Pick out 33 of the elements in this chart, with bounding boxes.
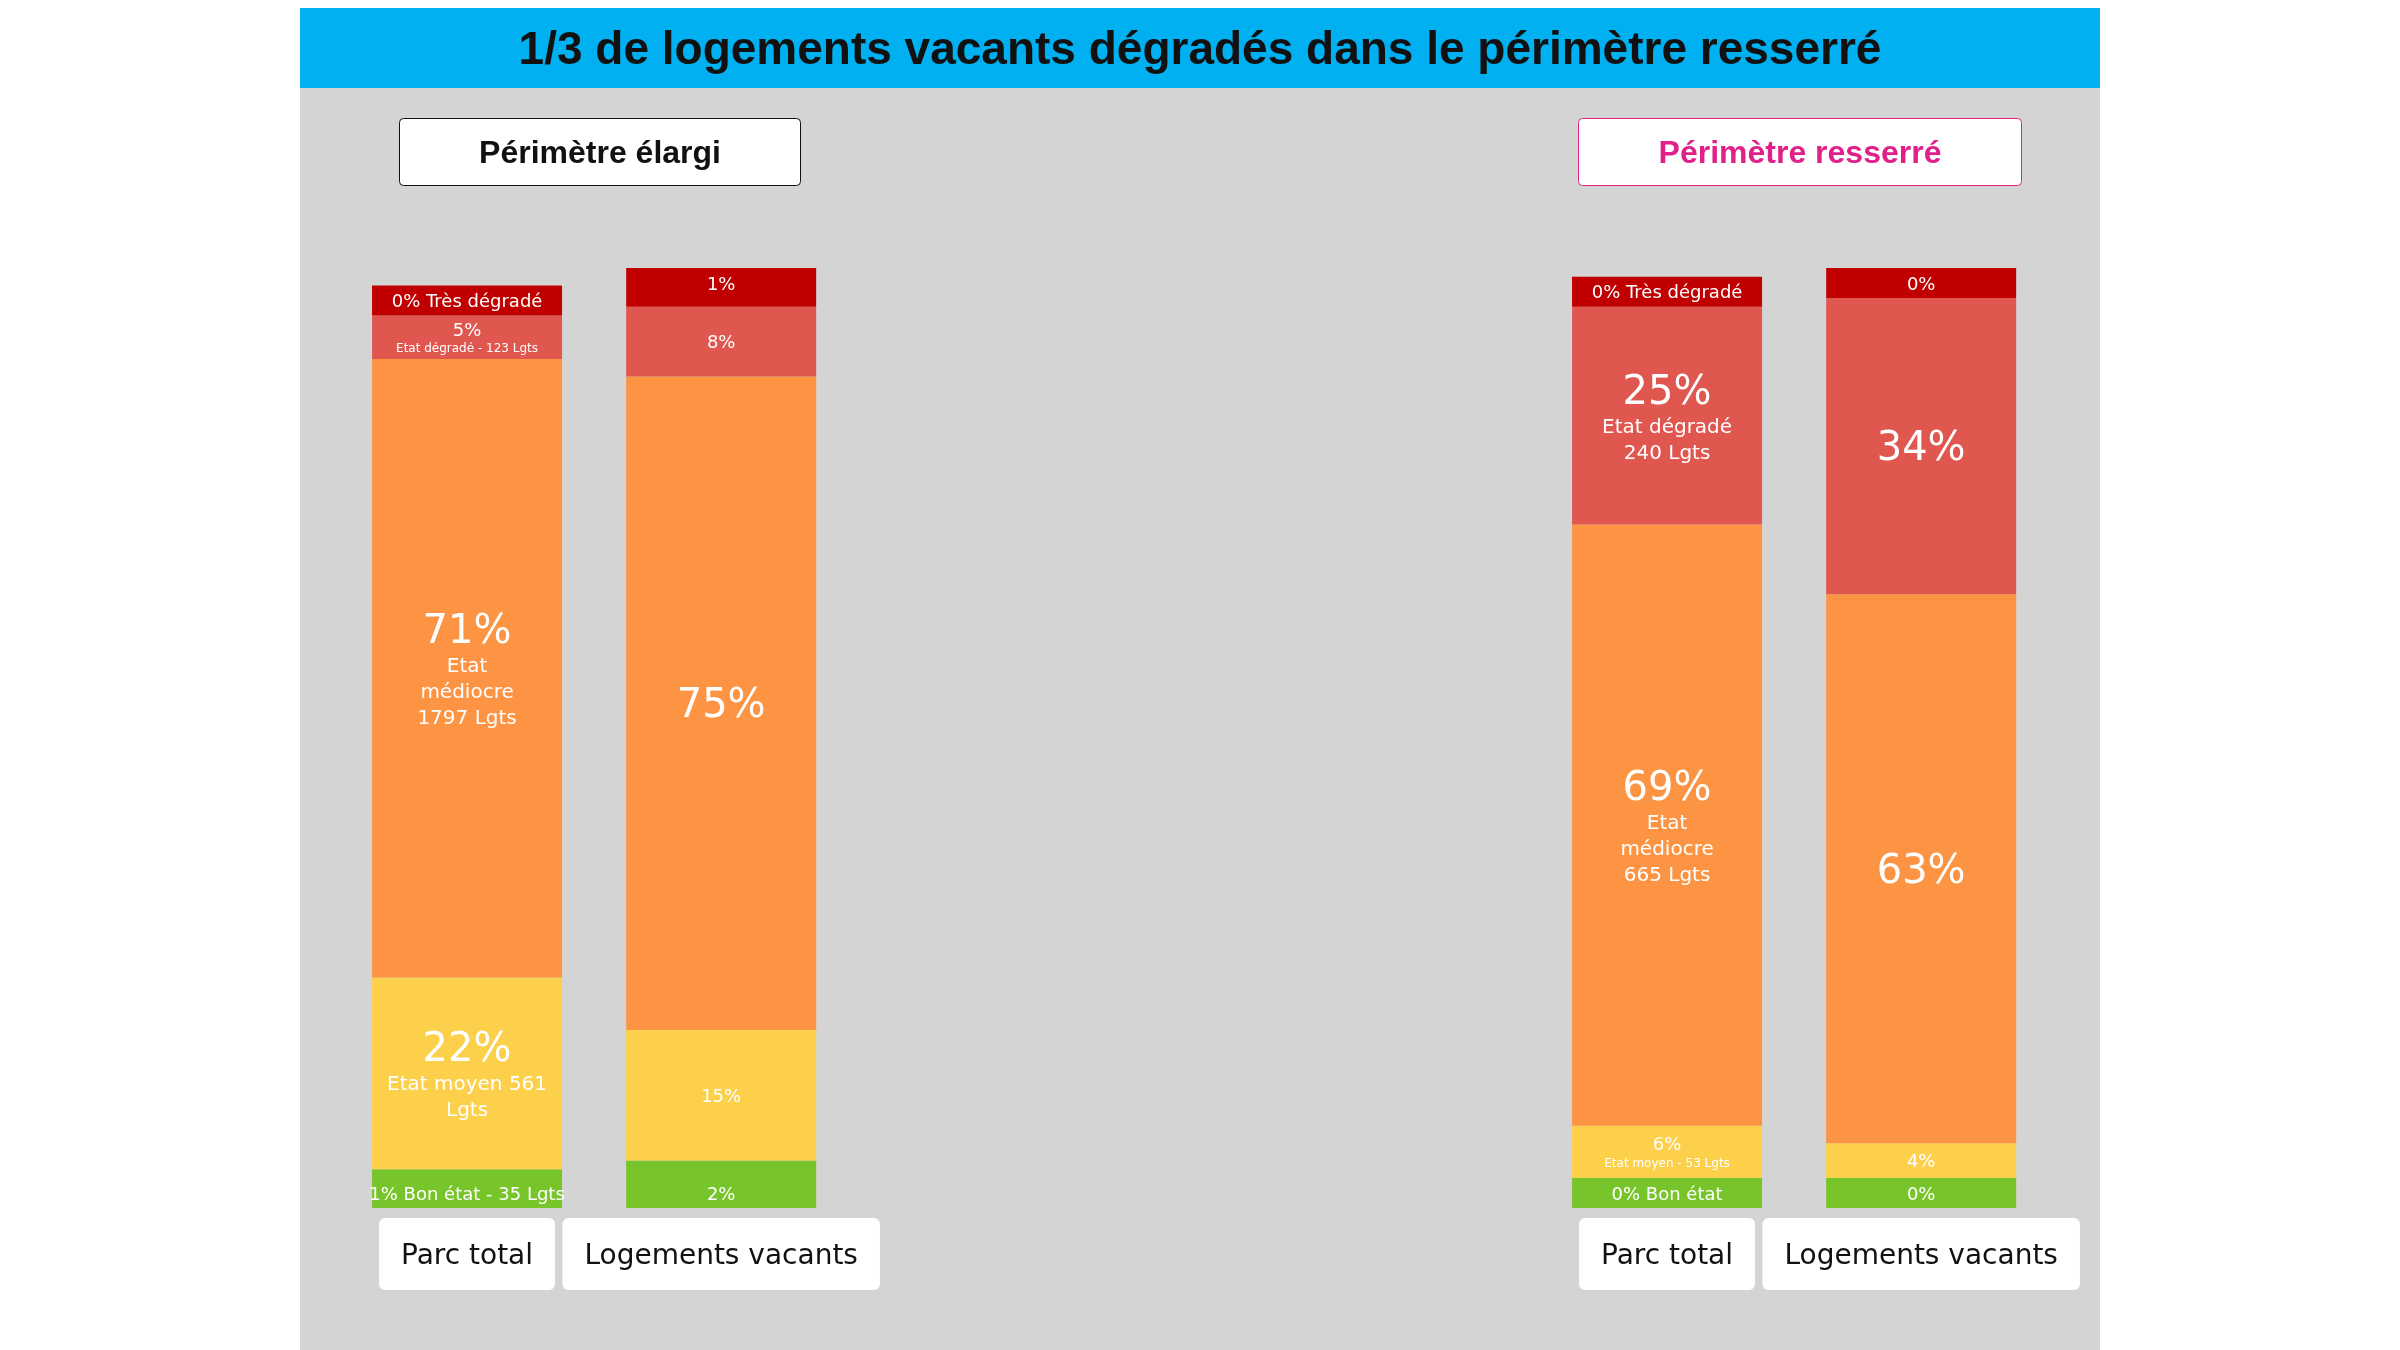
data-label: 0% Très dégradé: [391, 289, 543, 311]
data-label: 75%: [676, 680, 766, 727]
data-label: 4%: [1906, 1150, 1936, 1172]
data-label: 0% Bon état: [1611, 1182, 1723, 1204]
data-label: 63%: [1876, 845, 1966, 892]
chart-title: Périmètre élargi: [479, 134, 721, 170]
x-tick-label: Parc total: [1601, 1237, 1734, 1271]
data-label: 8%: [706, 331, 736, 353]
x-tick-label: Logements vacants: [1784, 1237, 2058, 1271]
x-tick-label: Parc total: [401, 1237, 534, 1271]
chart-title: Périmètre resserré: [1658, 134, 1942, 170]
data-label: 34%: [1876, 423, 1966, 470]
data-label: 25% Etat dégradé 240 Lgts: [1602, 366, 1733, 464]
bar: [372, 358, 563, 978]
data-label: 2%: [706, 1182, 736, 1204]
data-label: 0%: [1906, 1182, 1936, 1204]
data-label: 0%: [1906, 272, 1936, 294]
x-tick-label: Logements vacants: [584, 1237, 858, 1271]
data-label: 69% Etat médiocre 665 Lgts: [1620, 763, 1714, 887]
bar: [626, 306, 817, 377]
data-label: 0% Très dégradé: [1591, 281, 1743, 303]
data-label: 71% Etat médiocre 1797 Lgts: [417, 606, 517, 730]
text: 1/3 de logements vacants dégradés dans le périmètre resserré: [518, 21, 1882, 75]
data-label: 5% Etat dégradé - 123 Lgts: [396, 318, 539, 356]
bar: [1572, 524, 1763, 1126]
bar: [1826, 594, 2017, 1144]
data-label: 15%: [701, 1084, 742, 1106]
bar: [626, 1029, 817, 1161]
data-label: 1%: [706, 272, 736, 294]
data-label: 6% Etat moyen - 53 Lgts: [1604, 1133, 1730, 1170]
bar: [372, 977, 563, 1170]
data-label: 22% Etat moyen 561 Lgts: [387, 1024, 548, 1122]
bar: [626, 376, 817, 1030]
